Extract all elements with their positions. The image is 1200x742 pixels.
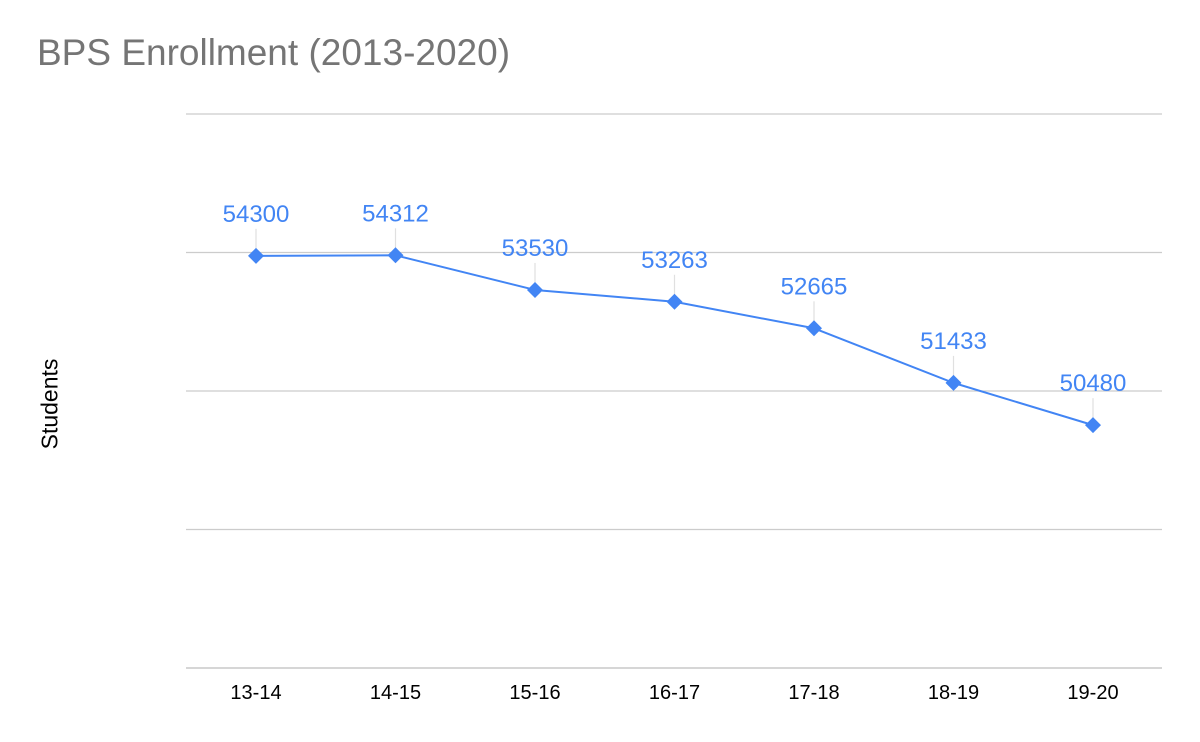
x-axis-ticks: 13-14 14-15 15-16 16-17 17-18 18-19 19-20 xyxy=(230,682,1118,704)
data-points xyxy=(248,247,1101,434)
gridlines xyxy=(186,113,1162,669)
label-leaders xyxy=(255,228,1094,419)
data-label: 53530 xyxy=(502,235,569,262)
x-tick-label: 15-16 xyxy=(509,682,560,704)
x-tick-label: 19-20 xyxy=(1067,682,1118,704)
x-tick-label: 18-19 xyxy=(928,682,979,704)
data-label: 50480 xyxy=(1060,370,1127,397)
data-point-marker xyxy=(666,293,683,310)
data-point-marker xyxy=(806,320,822,337)
data-label: 52665 xyxy=(781,273,848,300)
data-label: 53263 xyxy=(641,247,708,274)
x-tick-label: 17-18 xyxy=(788,682,839,704)
x-tick-label: 16-17 xyxy=(649,682,700,704)
data-point-marker xyxy=(248,247,264,264)
data-labels: 54300 54312 53530 53263 52665 51433 50480 xyxy=(223,200,1127,397)
data-label: 54312 xyxy=(362,200,429,227)
data-label: 54300 xyxy=(223,201,290,228)
x-tick-label: 14-15 xyxy=(370,682,421,704)
data-point-marker xyxy=(1085,417,1101,434)
chart-title: BPS Enrollment (2013-2020) xyxy=(37,32,511,73)
data-point-marker xyxy=(945,374,962,391)
data-point-marker xyxy=(387,247,404,264)
data-point-marker xyxy=(527,281,543,298)
x-tick-label: 13-14 xyxy=(230,682,281,704)
data-label: 51433 xyxy=(920,328,987,355)
